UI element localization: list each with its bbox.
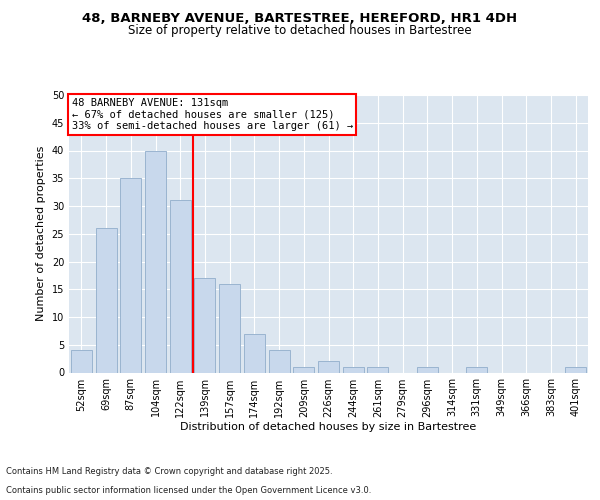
Bar: [318, 362, 339, 372]
Bar: [71, 350, 92, 372]
Bar: [417, 367, 438, 372]
Bar: [269, 350, 290, 372]
Bar: [565, 367, 586, 372]
Bar: [170, 200, 191, 372]
Bar: [95, 228, 116, 372]
Bar: [293, 367, 314, 372]
Bar: [367, 367, 388, 372]
Text: Size of property relative to detached houses in Bartestree: Size of property relative to detached ho…: [128, 24, 472, 37]
Bar: [466, 367, 487, 372]
Bar: [244, 334, 265, 372]
Text: 48, BARNEBY AVENUE, BARTESTREE, HEREFORD, HR1 4DH: 48, BARNEBY AVENUE, BARTESTREE, HEREFORD…: [82, 12, 518, 26]
Bar: [120, 178, 141, 372]
Text: Contains HM Land Registry data © Crown copyright and database right 2025.: Contains HM Land Registry data © Crown c…: [6, 467, 332, 476]
Bar: [343, 367, 364, 372]
Text: Contains public sector information licensed under the Open Government Licence v3: Contains public sector information licen…: [6, 486, 371, 495]
Bar: [145, 150, 166, 372]
Text: 48 BARNEBY AVENUE: 131sqm
← 67% of detached houses are smaller (125)
33% of semi: 48 BARNEBY AVENUE: 131sqm ← 67% of detac…: [71, 98, 353, 131]
Bar: [219, 284, 240, 372]
Y-axis label: Number of detached properties: Number of detached properties: [36, 146, 46, 322]
Bar: [194, 278, 215, 372]
X-axis label: Distribution of detached houses by size in Bartestree: Distribution of detached houses by size …: [181, 422, 476, 432]
